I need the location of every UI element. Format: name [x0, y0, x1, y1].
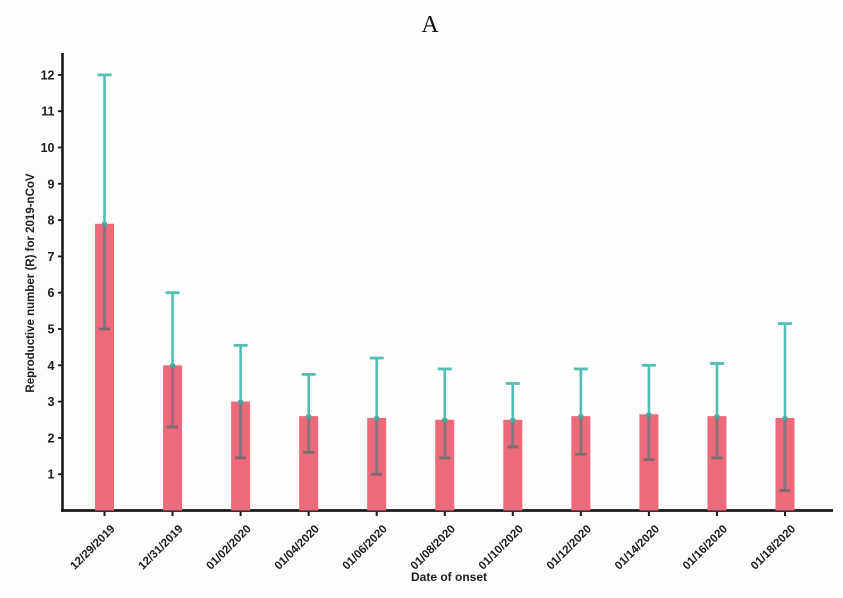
y-tick-label: 3 [48, 395, 55, 409]
error-bar-junction-marker [374, 416, 380, 421]
error-bar-junction-marker [102, 222, 107, 227]
bar [435, 419, 455, 511]
bar [299, 416, 319, 511]
error-bar-junction-marker [782, 416, 788, 421]
error-bar-junction-marker [646, 412, 652, 417]
x-tick-label: 01/04/2020 [273, 523, 322, 572]
bar [163, 365, 183, 511]
x-tick-label: 01/06/2020 [341, 523, 390, 572]
error-bar-junction-marker [170, 363, 176, 368]
x-tick-label: 01/16/2020 [681, 523, 730, 572]
y-tick-label: 11 [41, 105, 54, 119]
x-axis-title: Date of onset [410, 570, 488, 584]
bar [639, 414, 659, 511]
x-tick-label: 12/29/2019 [68, 523, 117, 572]
y-tick-label: 12 [41, 68, 55, 82]
x-tick-label: 12/31/2019 [136, 523, 185, 572]
error-bar-junction-marker [714, 414, 720, 419]
y-tick-label: 6 [48, 286, 55, 300]
x-tick-label: 01/02/2020 [205, 523, 254, 572]
bar [95, 223, 114, 511]
figure-panel-label: A [421, 12, 439, 38]
y-tick-label: 9 [48, 177, 55, 191]
x-tick-label: 01/14/2020 [613, 523, 662, 572]
y-tick-label: 8 [48, 214, 55, 228]
bar [503, 419, 523, 511]
error-bar-junction-marker [578, 414, 584, 419]
y-tick-label: 5 [48, 323, 55, 337]
y-tick-label: 2 [48, 431, 55, 445]
error-bar-junction-marker [442, 418, 448, 423]
y-tick-label: 4 [48, 359, 55, 373]
y-tick-label: 10 [41, 141, 55, 155]
bar [707, 416, 727, 511]
x-tick-label: 01/08/2020 [409, 523, 458, 572]
x-tick-label: 01/18/2020 [749, 523, 798, 572]
x-tick-label: 01/10/2020 [477, 523, 526, 572]
y-tick-label: 7 [48, 250, 55, 264]
error-bar-junction-marker [238, 400, 244, 405]
error-bar-junction-marker [510, 418, 516, 423]
bar [571, 416, 591, 511]
x-tick-label: 01/12/2020 [545, 523, 594, 572]
error-bar-junction-marker [306, 414, 312, 419]
y-tick-label: 1 [48, 468, 55, 482]
